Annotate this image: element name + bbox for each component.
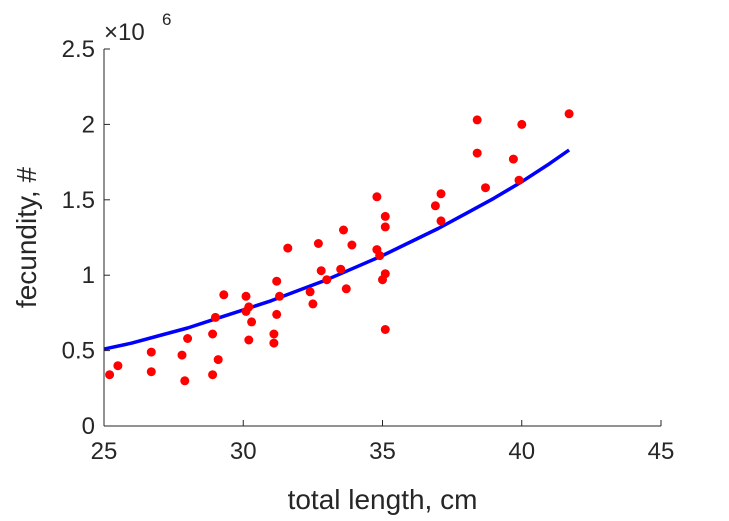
- x-tick-label: 25: [91, 438, 118, 465]
- y-tick-label: 1: [82, 262, 95, 289]
- data-point: [305, 287, 315, 297]
- y-exponent-power: 6: [162, 10, 171, 29]
- data-point: [316, 266, 326, 276]
- data-point: [372, 192, 382, 202]
- data-point: [208, 370, 218, 380]
- x-tick-label: 35: [369, 438, 396, 465]
- points-layer: [105, 109, 574, 386]
- data-point: [210, 312, 220, 322]
- data-point: [339, 225, 348, 235]
- data-point: [375, 251, 385, 261]
- data-point: [508, 154, 518, 164]
- data-point: [244, 335, 254, 345]
- data-point: [472, 115, 482, 125]
- x-tick-label: 40: [508, 438, 535, 465]
- data-point: [481, 183, 490, 193]
- data-point: [241, 291, 251, 301]
- data-point: [146, 367, 156, 377]
- data-point: [308, 299, 318, 309]
- y-exponent-label: ×10 6: [104, 10, 171, 46]
- data-point: [272, 276, 282, 286]
- data-point: [213, 355, 223, 365]
- data-point: [146, 347, 156, 357]
- y-tick-label: 0: [82, 413, 95, 440]
- data-point: [341, 284, 351, 294]
- data-point: [380, 211, 390, 221]
- data-point: [208, 329, 218, 339]
- data-point: [436, 216, 446, 226]
- data-point: [272, 309, 282, 319]
- data-point: [322, 275, 332, 285]
- data-point: [247, 317, 257, 327]
- data-point: [283, 243, 293, 253]
- axes: 25 30 35 40 45 0 0.5 1 1.5 2 2.5: [62, 36, 675, 465]
- data-point: [244, 302, 254, 312]
- y-tick-label: 2: [82, 111, 95, 138]
- data-point: [472, 148, 482, 158]
- x-tick-label: 30: [230, 438, 257, 465]
- data-point: [269, 338, 279, 348]
- data-point: [219, 290, 229, 300]
- y-tick-label: 0.5: [62, 338, 95, 365]
- data-point: [380, 269, 390, 279]
- data-point: [564, 109, 574, 119]
- y-axis-label: fecundity, #: [11, 167, 42, 309]
- data-point: [436, 189, 446, 199]
- data-point: [380, 325, 390, 334]
- y-tick-label: 1.5: [62, 187, 95, 214]
- fit-layer: [103, 148, 571, 351]
- y-ticks: 0 0.5 1 1.5 2 2.5: [62, 36, 110, 440]
- fit-curve: [103, 148, 571, 351]
- data-point: [514, 175, 524, 185]
- data-point: [313, 239, 323, 248]
- data-point: [275, 291, 284, 301]
- data-point: [336, 264, 346, 274]
- data-point: [113, 361, 123, 371]
- x-axis-label: total length, cm: [288, 484, 478, 515]
- data-point: [430, 201, 440, 211]
- x-tick-label: 45: [648, 438, 675, 465]
- data-point: [177, 350, 187, 360]
- y-tick-label: 2.5: [62, 36, 95, 63]
- data-point: [180, 376, 190, 386]
- data-point: [347, 240, 357, 250]
- x-ticks: 25 30 35 40 45: [91, 420, 675, 465]
- data-point: [517, 119, 527, 129]
- data-point: [183, 334, 193, 343]
- data-point: [269, 329, 279, 339]
- data-point: [105, 370, 115, 380]
- y-exponent-base: ×10: [104, 19, 145, 46]
- data-point: [380, 222, 390, 232]
